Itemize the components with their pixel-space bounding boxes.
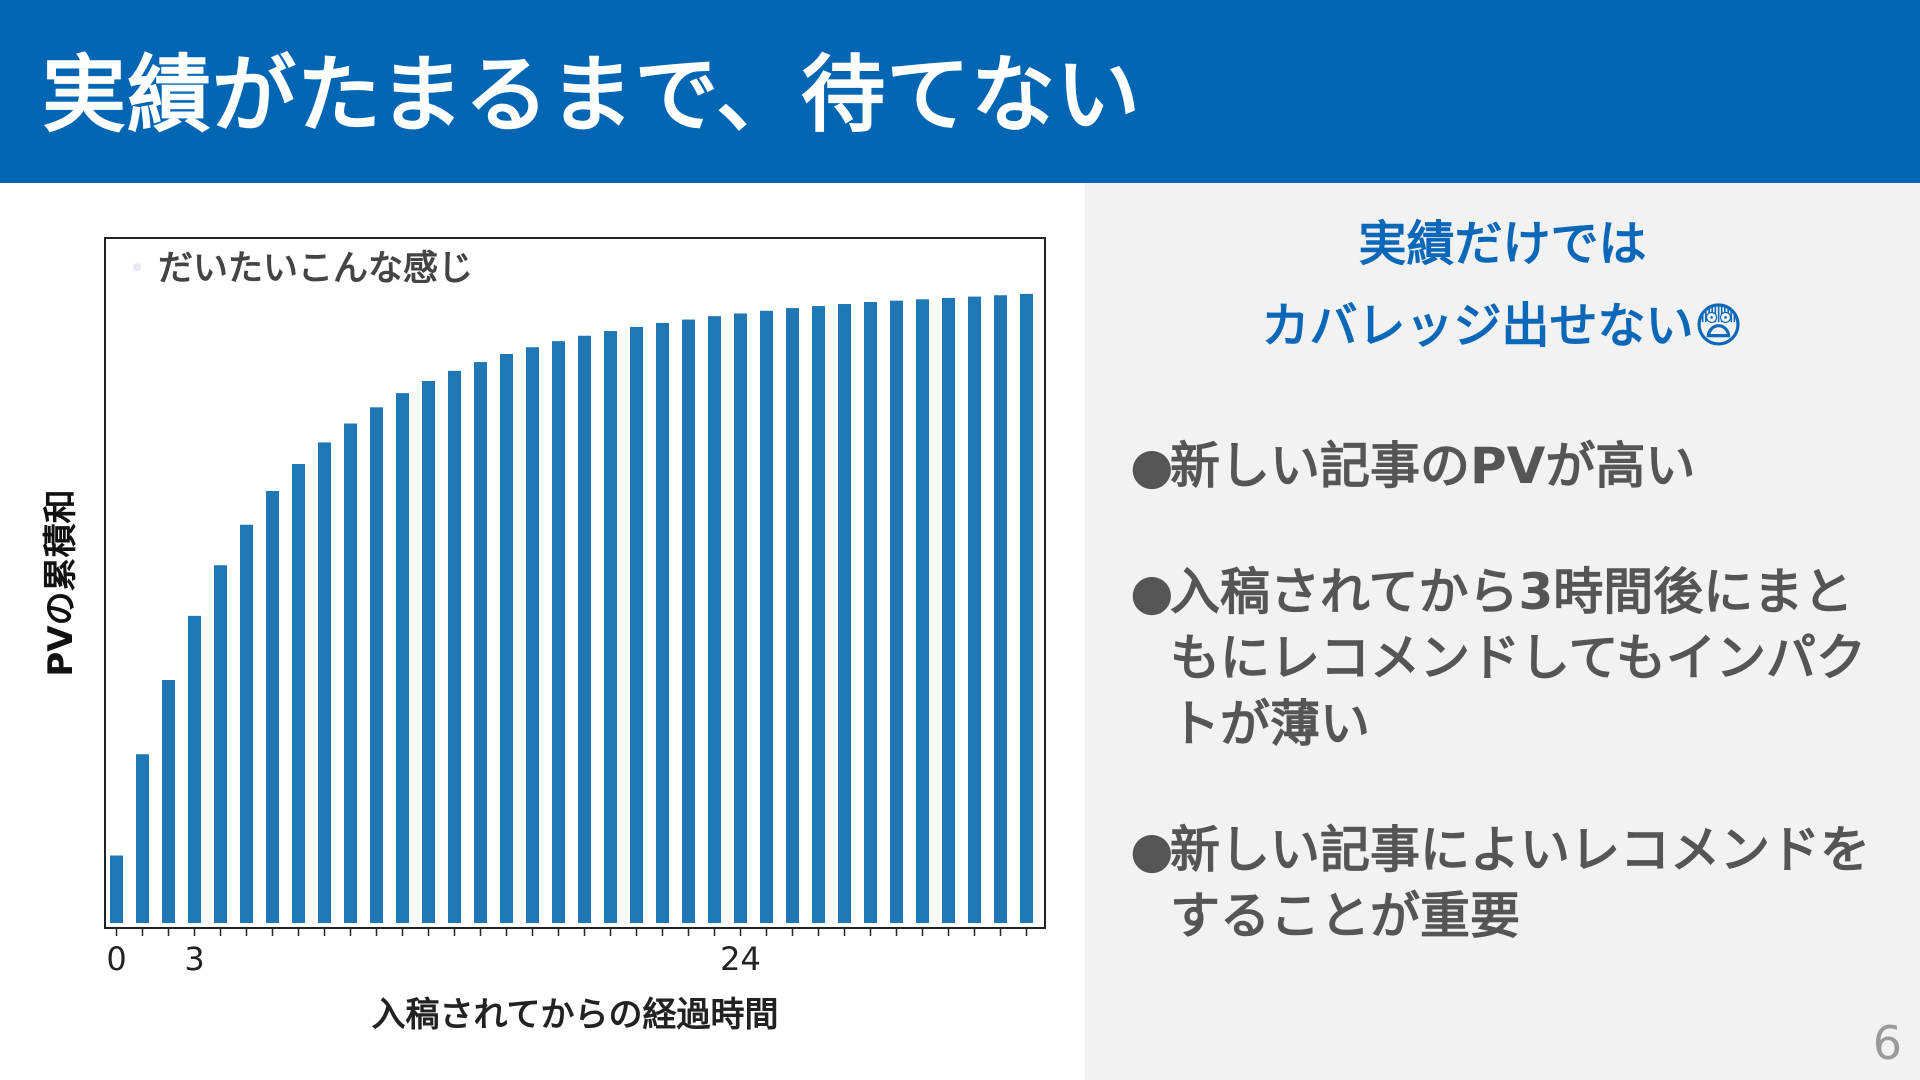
cumulative-pv-bar-chart: 0 3 24 だいたいこんな感じ 入稿されてからの経過時間 PVの累積和 xyxy=(41,237,1046,1035)
bar xyxy=(370,407,383,923)
right-panel: 実績だけでは カバレッジ出せない😨 ● 新しい記事のPVが高い ● 入稿されてか… xyxy=(1085,183,1920,1080)
bar xyxy=(838,304,851,923)
chart-panel: 0 3 24 だいたいこんな感じ 入稿されてからの経過時間 PVの累積和 xyxy=(0,183,1085,1080)
legend-label: だいたいこんな感じ xyxy=(158,249,473,289)
bar xyxy=(890,300,903,923)
bar xyxy=(734,313,747,924)
bar xyxy=(578,335,591,923)
bar-group xyxy=(110,293,1033,924)
bullet-dot-icon: ● xyxy=(1130,821,1174,879)
bar xyxy=(994,295,1007,923)
bar xyxy=(110,855,123,923)
x-tick-label: 3 xyxy=(184,940,204,978)
bar xyxy=(942,297,955,923)
bar xyxy=(760,310,773,923)
bar xyxy=(786,308,799,923)
bar xyxy=(318,442,331,923)
bar xyxy=(396,393,409,923)
bar xyxy=(526,347,539,924)
bar xyxy=(552,341,565,923)
bar xyxy=(864,302,877,923)
bullet-item: ● 新しい記事のPVが高い xyxy=(1130,433,1890,499)
bar xyxy=(162,680,175,923)
legend-marker xyxy=(133,263,141,271)
bar xyxy=(188,615,201,923)
bar xyxy=(968,296,981,924)
x-tick-label: 0 xyxy=(106,940,126,978)
bar xyxy=(604,331,617,923)
x-axis-label: 入稿されてからの経過時間 xyxy=(372,995,779,1035)
bar xyxy=(344,423,357,923)
bar xyxy=(1020,293,1033,923)
x-tick-label: 24 xyxy=(720,940,761,978)
bullet-item: ● 新しい記事によいレコメンドをすることが重要 xyxy=(1130,817,1890,949)
bar xyxy=(916,299,929,923)
bar xyxy=(214,565,227,923)
bar xyxy=(422,380,435,924)
bar xyxy=(292,464,305,923)
x-tick-marks xyxy=(115,928,1028,936)
headline: 実績だけでは カバレッジ出せない😨 xyxy=(1085,203,1920,367)
bar xyxy=(812,306,825,923)
bar xyxy=(240,524,253,923)
bullet-dot-icon: ● xyxy=(1130,563,1174,621)
slide-title: 実績がたまるまで、待てない xyxy=(42,46,1142,144)
headline-line-2: カバレッジ出せない😨 xyxy=(1261,298,1744,354)
bar xyxy=(630,326,643,924)
y-axis-label: PVの累積和 xyxy=(41,489,81,676)
bar xyxy=(708,316,721,923)
bar xyxy=(656,322,669,923)
bullet-item: ● 入稿されてから3時間後にまともにレコメンドしてもインパクトが薄い xyxy=(1130,559,1890,757)
bar xyxy=(474,362,487,923)
bullet-text: 入稿されてから3時間後にまともにレコメンドしてもインパクトが薄い xyxy=(1170,563,1866,753)
bar xyxy=(500,353,513,924)
bar xyxy=(448,370,461,924)
bullet-list: ● 新しい記事のPVが高い ● 入稿されてから3時間後にまともにレコメンドしても… xyxy=(1130,433,1890,1009)
bar xyxy=(266,491,279,923)
bullet-dot-icon: ● xyxy=(1130,437,1174,495)
bullet-text: 新しい記事によいレコメンドをすることが重要 xyxy=(1170,821,1870,945)
bar xyxy=(136,754,149,923)
headline-line-1: 実績だけでは xyxy=(1358,216,1647,272)
plot-frame xyxy=(104,237,1046,929)
page-number: 6 xyxy=(1872,1016,1902,1070)
x-tick-labels: 0 3 24 xyxy=(106,940,761,978)
bar xyxy=(682,319,695,923)
bullet-text: 新しい記事のPVが高い xyxy=(1170,437,1696,495)
title-bar: 実績がたまるまで、待てない xyxy=(0,0,1920,183)
